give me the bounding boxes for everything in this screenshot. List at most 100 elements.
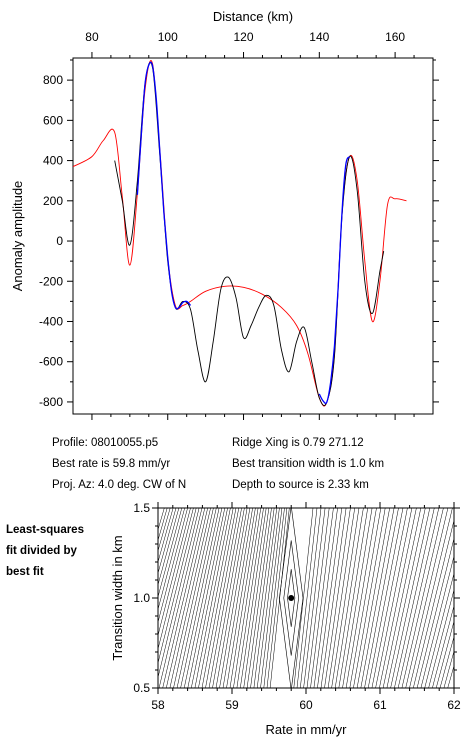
x-tick-label: 62	[447, 698, 461, 712]
anomaly-plot-frame	[72, 57, 434, 415]
contour-line	[342, 508, 373, 688]
contour-line	[215, 508, 248, 688]
contour-line	[208, 508, 242, 688]
contour-line	[306, 508, 330, 688]
contour-x-axis-label: Rate in mm/yr	[266, 722, 348, 737]
contour-line	[300, 508, 322, 688]
contour-line	[320, 508, 347, 688]
contour-line	[439, 635, 454, 688]
contour-line	[413, 519, 454, 688]
x-tick-label: 80	[85, 30, 99, 44]
contour-line	[236, 508, 264, 688]
contour-line	[158, 508, 171, 552]
contour-line	[201, 508, 237, 688]
contour-line	[303, 508, 326, 688]
contour-line	[266, 508, 288, 688]
contour-line	[205, 508, 240, 688]
x-tick-label: 58	[151, 698, 165, 712]
black-observed-curve	[114, 62, 385, 406]
anomaly-y-ticks: -800 -600 -400 -200 0 200 400 600 800	[39, 59, 439, 409]
contour-line	[158, 508, 174, 563]
contour-line	[191, 508, 228, 688]
contour-line	[187, 508, 226, 688]
contour-line	[158, 508, 197, 665]
y-tick-label: -600	[39, 355, 63, 369]
contour-line	[353, 508, 386, 688]
contour-line	[382, 508, 422, 688]
y-tick-label: 0	[56, 234, 63, 248]
x-tick-label: 160	[385, 30, 405, 44]
contour-line	[158, 508, 185, 611]
info-profile: Profile: 08010055.p5	[52, 437, 159, 449]
contour-line	[263, 508, 285, 688]
contour-lines	[158, 508, 454, 688]
best-fit-point	[288, 595, 295, 601]
contour-line	[443, 650, 454, 688]
contour-line	[338, 508, 368, 688]
contour-line	[428, 588, 454, 688]
contour-line	[158, 508, 188, 624]
contour-line	[212, 508, 245, 688]
contour-minimum-ring	[287, 569, 296, 627]
contour-y-ticks: 0.5 1.0 1.5	[133, 501, 460, 695]
contour-line	[345, 508, 377, 688]
contour-line	[356, 508, 390, 688]
y-tick-label: 1.5	[133, 501, 150, 515]
x-tick-label: 120	[234, 30, 254, 44]
contour-minimum-ring	[283, 540, 299, 656]
contour-line	[158, 508, 203, 688]
contour-line	[158, 508, 194, 650]
contour-line	[219, 508, 251, 688]
contour-line	[169, 508, 211, 688]
contour-line	[176, 508, 217, 688]
info-proj-az: Proj. Az: 4.0 deg. CW of N	[52, 479, 187, 491]
contour-line	[158, 508, 168, 542]
contour-line	[327, 508, 355, 688]
anomaly-y-axis-label: Anomaly amplitude	[10, 181, 25, 292]
contour-line	[194, 508, 231, 688]
red-model-curve	[72, 60, 407, 407]
contour-line	[394, 508, 435, 688]
y-tick-label: -200	[39, 274, 63, 288]
contour-line	[243, 508, 270, 688]
blue-fit-curve-right	[318, 156, 351, 405]
contour-x-ticks: 58 59 60 61 62	[151, 502, 461, 712]
contour-line	[240, 508, 267, 688]
contour-line	[158, 508, 177, 575]
anomaly-x-ticks: 80 100 120 140 160	[85, 30, 415, 420]
contour-minimum-ring	[279, 508, 304, 688]
contour-line	[158, 508, 191, 637]
contour-line	[253, 508, 278, 688]
side-label-line: best fit	[6, 566, 44, 578]
contour-line	[397, 508, 440, 688]
info-best-rate: Best rate is 59.8 mm/yr	[52, 458, 171, 470]
contour-line	[367, 508, 404, 688]
contour-line	[420, 555, 454, 688]
contour-line	[331, 508, 360, 688]
y-tick-label: 400	[43, 154, 63, 168]
info-depth: Depth to source is 2.33 km	[232, 479, 369, 491]
y-tick-label: 800	[43, 73, 63, 87]
contour-line	[296, 508, 318, 688]
contour-line	[180, 508, 220, 688]
contour-line	[313, 508, 338, 688]
contour-line	[435, 620, 454, 688]
contour-line	[229, 508, 259, 688]
contour-line	[409, 508, 453, 688]
y-tick-label: -800	[39, 395, 63, 409]
contour-line	[317, 508, 343, 688]
contour-plot: Rate in mm/yr Transition width in km 58 5…	[110, 501, 461, 737]
contour-line	[293, 508, 314, 688]
contour-line	[222, 508, 253, 688]
anomaly-plot: Distance (km) Anomaly amplitude 80 100 120…	[10, 9, 439, 420]
contour-line	[198, 508, 234, 688]
contour-line	[390, 508, 431, 688]
anomaly-x-axis-label: Distance (km)	[213, 9, 293, 24]
x-tick-label: 140	[309, 30, 329, 44]
contour-line	[158, 508, 183, 598]
side-label-line: fit divided by	[6, 545, 77, 557]
contour-line	[360, 508, 395, 688]
contour-line	[166, 508, 208, 688]
y-tick-label: -400	[39, 314, 63, 328]
